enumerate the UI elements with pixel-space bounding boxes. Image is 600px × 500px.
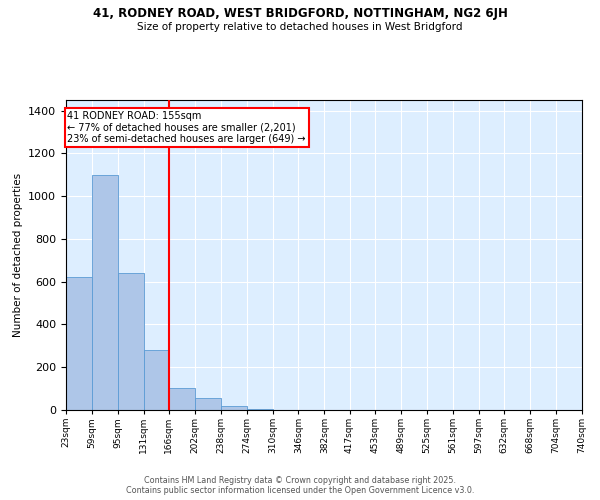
Bar [169, 388, 195, 410]
Bar [144, 350, 169, 410]
Bar [221, 406, 247, 410]
Bar [195, 398, 221, 410]
Bar [92, 175, 118, 410]
Text: 41, RODNEY ROAD, WEST BRIDGFORD, NOTTINGHAM, NG2 6JH: 41, RODNEY ROAD, WEST BRIDGFORD, NOTTING… [92, 8, 508, 20]
Y-axis label: Number of detached properties: Number of detached properties [13, 173, 23, 337]
Text: Contains HM Land Registry data © Crown copyright and database right 2025.
Contai: Contains HM Land Registry data © Crown c… [126, 476, 474, 495]
Text: Size of property relative to detached houses in West Bridgford: Size of property relative to detached ho… [137, 22, 463, 32]
Bar [247, 409, 272, 410]
Bar [118, 273, 144, 410]
Text: 41 RODNEY ROAD: 155sqm
← 77% of detached houses are smaller (2,201)
23% of semi-: 41 RODNEY ROAD: 155sqm ← 77% of detached… [67, 110, 306, 144]
Bar [66, 278, 92, 410]
